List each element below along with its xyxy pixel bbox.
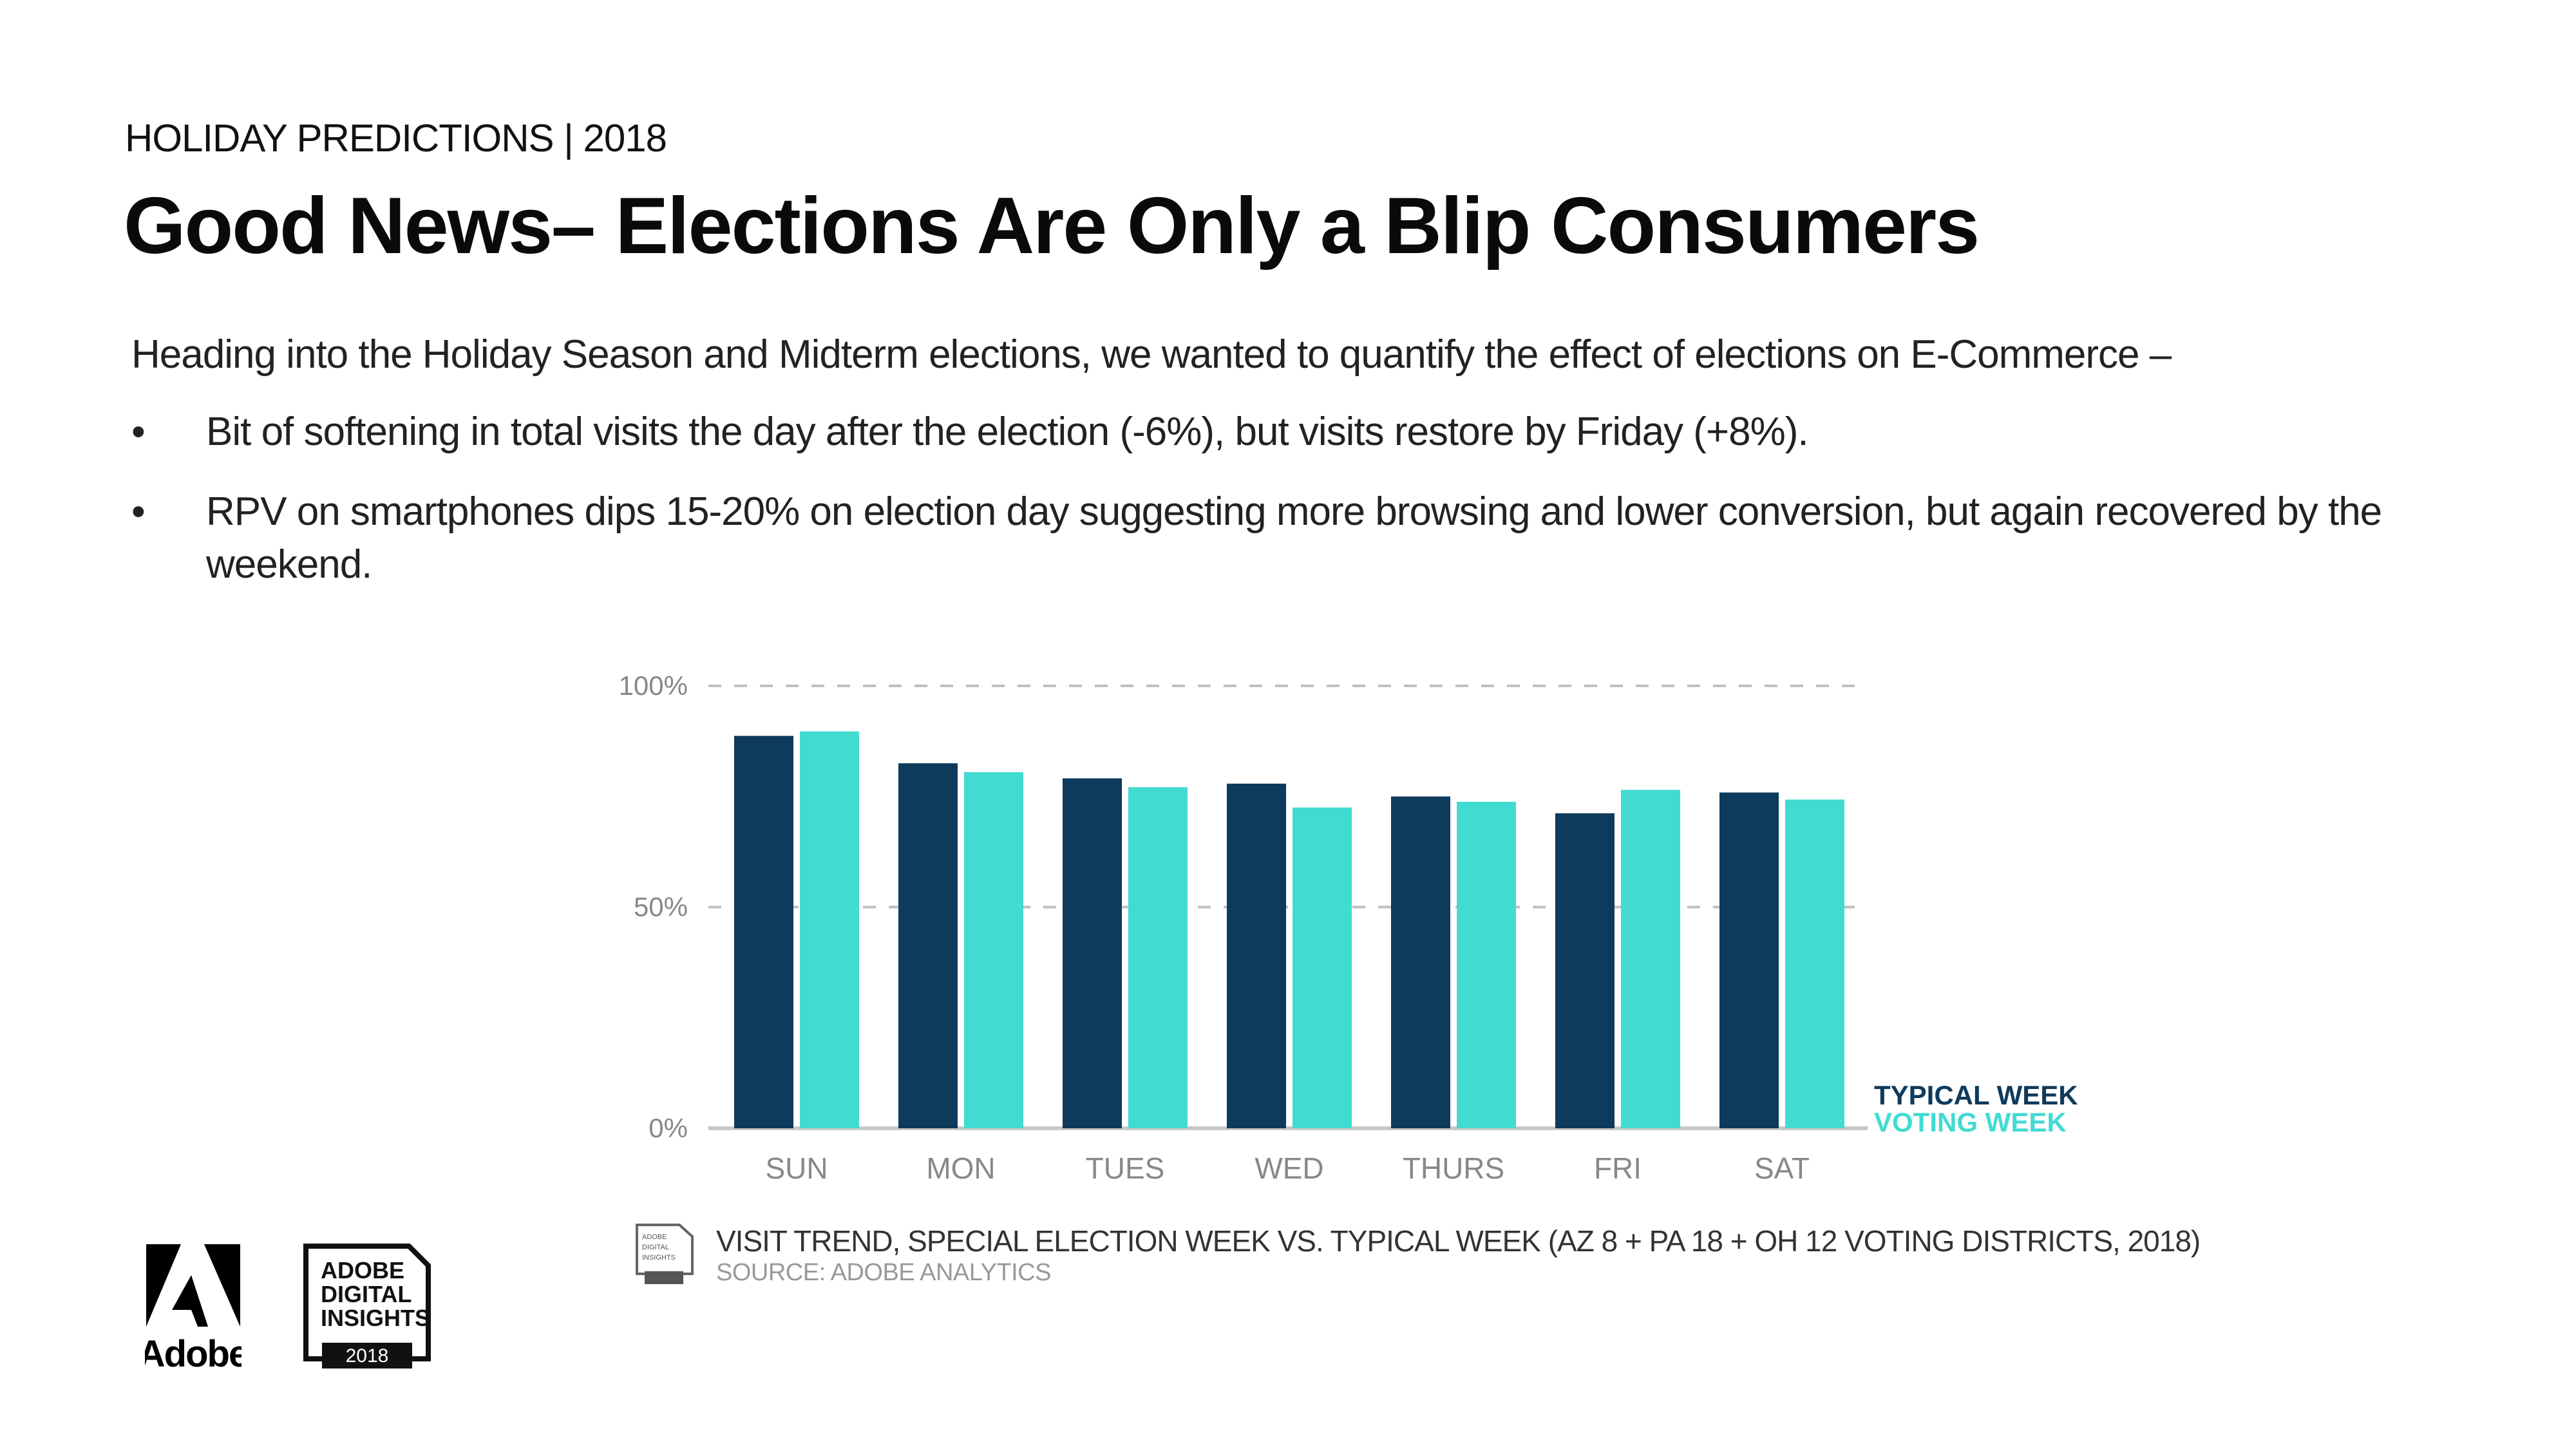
adobe-digital-insights-badge: ADOBE DIGITAL INSIGHTS 2018: [303, 1244, 431, 1368]
svg-text:DIGITAL: DIGITAL: [642, 1244, 669, 1251]
section-kicker: HOLIDAY PREDICTIONS | 2018: [125, 117, 667, 160]
bullet-dot-icon: •: [131, 410, 146, 454]
bar-voting-week: [1621, 790, 1680, 1128]
adobe-digital-insights-small-icon: ADOBE DIGITAL INSIGHTS: [636, 1224, 694, 1284]
bar-typical-week: [1063, 778, 1122, 1128]
y-tick-label: 0%: [649, 1113, 688, 1143]
y-tick-label: 50%: [634, 892, 688, 922]
bar-voting-week: [800, 731, 859, 1128]
bar-typical-week: [1227, 783, 1286, 1128]
chart-source: SOURCE: ADOBE ANALYTICS: [716, 1259, 1051, 1286]
x-tick-label: THURS: [1403, 1151, 1504, 1185]
bar-typical-week: [898, 763, 958, 1128]
bullet-item: • RPV on smartphones dips 15-20% on elec…: [131, 486, 2385, 591]
bar-voting-week: [1785, 799, 1844, 1128]
legend-label: TYPICAL WEEK: [1874, 1080, 2078, 1110]
svg-text:INSIGHTS: INSIGHTS: [642, 1254, 676, 1262]
bar-voting-week: [1457, 801, 1516, 1128]
adobe-wordmark: Adobe: [145, 1333, 242, 1372]
badge-line: INSIGHTS: [321, 1305, 430, 1331]
x-tick-label: SUN: [765, 1151, 828, 1185]
x-tick-label: MON: [926, 1151, 995, 1185]
bar-voting-week: [1128, 787, 1188, 1128]
lead-paragraph: Heading into the Holiday Season and Midt…: [131, 332, 2172, 377]
page-title: Good News– Elections Are Only a Blip Con…: [124, 182, 1980, 270]
x-tick-label: WED: [1255, 1151, 1323, 1185]
bar-voting-week: [1293, 807, 1352, 1128]
badge-year: 2018: [346, 1345, 389, 1367]
badge-line: ADOBE: [321, 1257, 404, 1283]
bullet-text: RPV on smartphones dips 15-20% on electi…: [206, 489, 2382, 587]
bullet-list: • Bit of softening in total visits the d…: [131, 406, 2385, 618]
bar-typical-week: [1391, 796, 1450, 1128]
bar-typical-week: [1555, 813, 1615, 1128]
chart-caption: VISIT TREND, SPECIAL ELECTION WEEK VS. T…: [716, 1224, 2201, 1258]
bar-voting-week: [964, 772, 1023, 1128]
legend-label: VOTING WEEK: [1874, 1107, 2067, 1137]
badge-line: DIGITAL: [321, 1281, 412, 1307]
svg-text:ADOBE: ADOBE: [642, 1233, 667, 1241]
bar-typical-week: [734, 735, 793, 1128]
y-tick-label: 100%: [619, 670, 688, 701]
x-tick-label: SAT: [1754, 1151, 1810, 1185]
bar-typical-week: [1719, 792, 1779, 1128]
bullet-item: • Bit of softening in total visits the d…: [131, 406, 2385, 459]
adobe-logo-icon: Adobe: [145, 1244, 242, 1372]
x-tick-label: TUES: [1086, 1151, 1165, 1185]
bullet-dot-icon: •: [131, 489, 146, 534]
bullet-text: Bit of softening in total visits the day…: [206, 410, 1809, 454]
x-tick-label: FRI: [1594, 1151, 1642, 1185]
